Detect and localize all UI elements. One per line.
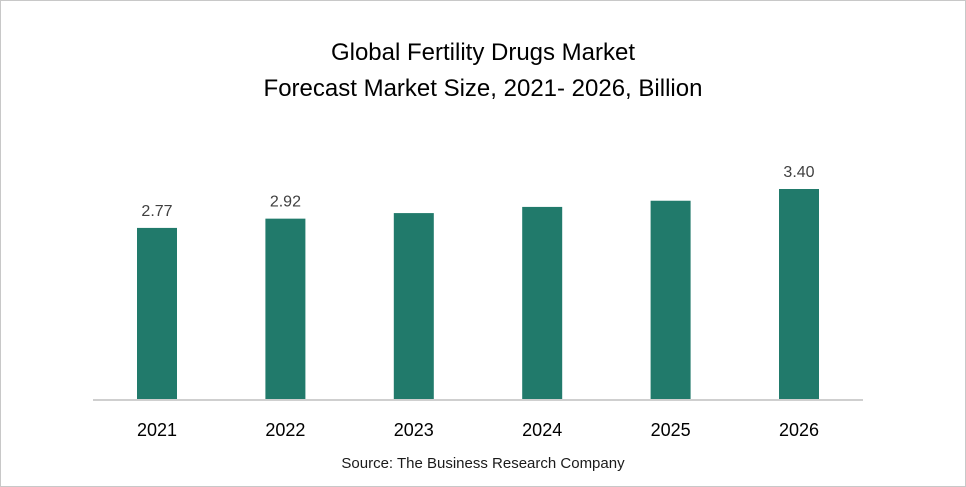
x-tick-label-2024: 2024: [522, 420, 562, 440]
bar-2022: [265, 218, 306, 399]
x-tick-label-2022: 2022: [265, 420, 305, 440]
x-tick-label-2026: 2026: [779, 420, 819, 440]
chart-subtitle: Forecast Market Size, 2021- 2026, Billio…: [263, 75, 703, 102]
bars-group: 2.77 2021 2.92 2022 2023 2024 2025 3.40 2026: [137, 164, 819, 440]
x-tick-label-2021: 2021: [137, 420, 177, 440]
x-tick-label-2025: 2025: [651, 420, 691, 440]
chart-title-block: Global Fertility Drugs Market Forecast M…: [1, 35, 965, 107]
data-label-2022: 2.92: [270, 194, 301, 211]
source-note: Source: The Business Research Company: [341, 455, 625, 472]
bar-2025: [650, 200, 691, 399]
bar-2024: [522, 206, 563, 399]
chart-title: Global Fertility Drugs Market: [330, 39, 636, 66]
bar-2023: [393, 213, 434, 399]
x-tick-label-2023: 2023: [394, 420, 434, 440]
data-label-2026: 3.40: [783, 164, 814, 181]
data-label-2021: 2.77: [141, 203, 172, 220]
bar-2021: [137, 227, 177, 399]
bar-2026: [779, 189, 819, 399]
